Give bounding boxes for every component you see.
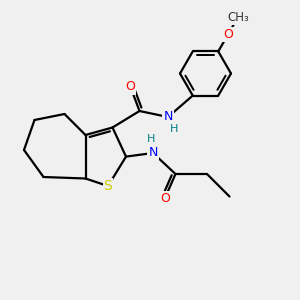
Text: S: S [103, 179, 112, 193]
Text: O: O [160, 191, 170, 205]
Text: O: O [223, 28, 233, 41]
Text: H: H [170, 124, 178, 134]
Text: N: N [148, 146, 158, 160]
Text: O: O [126, 80, 135, 94]
Text: N: N [163, 110, 173, 124]
Text: CH₃: CH₃ [227, 11, 249, 24]
Text: H: H [147, 134, 156, 145]
